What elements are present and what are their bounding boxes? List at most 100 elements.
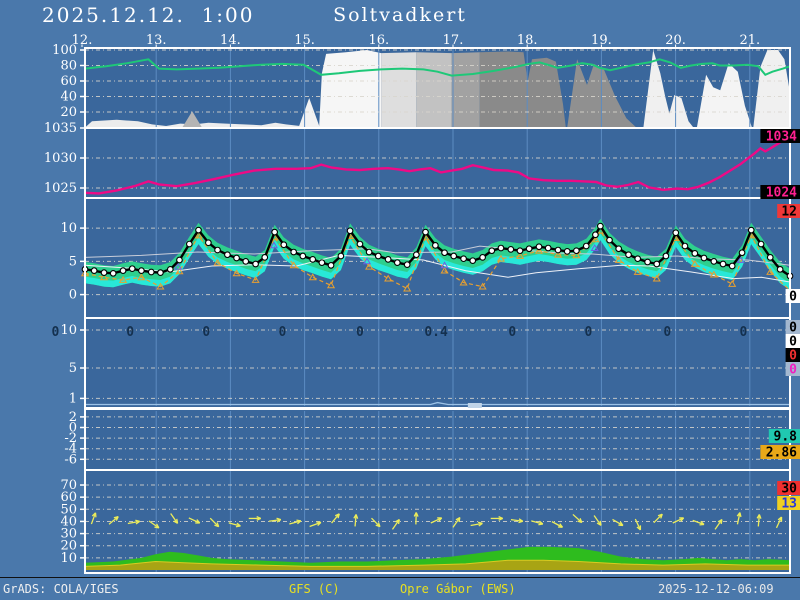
daily-precip-total: 0 — [740, 325, 748, 340]
wind-arrow — [692, 519, 705, 526]
dewpoint-marker — [459, 278, 468, 286]
y-axis-label: 20 — [60, 539, 77, 554]
station-title: Soltvadkert — [333, 4, 467, 26]
edge-label-bg — [777, 204, 800, 218]
wind-arrow-head — [296, 519, 301, 522]
wind-arrow — [228, 522, 241, 527]
wind-arrow-head — [113, 515, 119, 519]
wind-arrow — [108, 516, 119, 525]
wind-arrow — [209, 517, 220, 528]
right-border — [789, 48, 791, 573]
temperature-marker — [252, 260, 259, 268]
temperature-marker — [224, 251, 231, 259]
wind-arrow — [188, 517, 200, 524]
temperature-marker — [672, 229, 680, 237]
wind-arrow — [170, 513, 179, 524]
y-axis-label: 70 — [60, 478, 77, 493]
temperature-marker — [479, 254, 486, 261]
y-axis-label: -2 — [64, 431, 77, 446]
grads-credit: GrADS: COLA/IGES — [3, 582, 119, 596]
wind-arrow-head — [135, 519, 140, 523]
wind-arrow-head — [777, 516, 782, 521]
ensemble-marker — [269, 241, 279, 249]
wind-arrow-head — [455, 516, 461, 521]
edge-label-bg — [785, 320, 800, 334]
wind-arrow-head — [413, 512, 417, 517]
dewpoint-marker — [156, 282, 165, 290]
edge-label-bg — [760, 445, 800, 459]
temperature-marker — [582, 242, 590, 250]
wind-arrow-head — [518, 518, 524, 522]
temperature-marker — [747, 226, 755, 234]
temperature-marker — [346, 227, 354, 235]
edge-label: 0 — [789, 363, 797, 378]
temperature-marker — [497, 244, 505, 252]
wind-arrow-head — [377, 522, 381, 527]
wind-arrow-head — [353, 514, 357, 519]
temperature-marker — [700, 254, 708, 262]
dewpoint-marker — [232, 269, 241, 277]
wind-arrow-head — [657, 513, 663, 517]
wind-arrow — [391, 519, 400, 530]
edge-label: 0 — [789, 321, 797, 336]
daily-precip-total: 0 — [126, 325, 134, 340]
dewpoint-marker — [515, 252, 525, 259]
edge-label: 30 — [781, 482, 797, 497]
cloud-area — [298, 98, 320, 128]
wind-arrow — [593, 515, 602, 526]
edge-label: 0 — [789, 335, 797, 350]
edge-label: 1034 — [766, 130, 797, 145]
y-axis-label: 5 — [69, 254, 77, 269]
wind-arrow-head — [717, 518, 723, 523]
edge-label: 12 — [781, 205, 797, 220]
date-label: 21. — [739, 33, 760, 48]
temperature-marker — [413, 251, 420, 259]
temperature-line — [84, 223, 791, 277]
dewpoint-marker — [572, 251, 581, 259]
y-axis-label: 1035 — [44, 121, 77, 136]
edge-label: 9.8 — [774, 430, 798, 445]
pressure-line — [84, 135, 791, 195]
cloud-area — [643, 50, 694, 128]
temperature-marker — [318, 259, 326, 267]
wind-arrow — [309, 521, 322, 528]
dewpoint-marker — [614, 256, 623, 263]
wind-arrow — [551, 521, 563, 528]
y-axis-label: 10 — [60, 551, 77, 566]
edge-label-bg — [785, 362, 800, 376]
dewpoint-marker — [478, 282, 487, 290]
temperature-marker — [100, 269, 108, 277]
dewpoint-marker — [251, 275, 260, 283]
panel-border — [84, 469, 791, 471]
temperature-marker — [166, 265, 174, 273]
date-label: 20. — [665, 33, 686, 48]
wind-arrow — [148, 520, 160, 529]
y-axis-label: 40 — [60, 514, 77, 529]
y-axis-label: 30 — [60, 527, 77, 542]
y-axis-label: 0 — [69, 288, 77, 303]
edge-label: 0 — [789, 290, 797, 305]
ensemble-marker — [362, 257, 372, 265]
wind-arrow — [634, 518, 641, 531]
temperature-marker — [356, 240, 364, 248]
temperature-marker — [384, 256, 392, 263]
dewpoint-marker — [534, 246, 544, 254]
dewpoint-marker — [365, 262, 374, 270]
dewpoint-marker — [194, 231, 203, 239]
wind-arrow — [371, 517, 381, 528]
ensemble-marker — [440, 261, 449, 269]
temperature-marker — [138, 267, 145, 275]
temperature-marker — [403, 261, 411, 269]
y-axis-label: 1030 — [44, 151, 77, 166]
temperature-marker — [469, 257, 477, 265]
wind-arrow — [612, 518, 624, 527]
temperature-marker — [516, 247, 524, 255]
date-label: 15. — [294, 33, 315, 48]
edge-label: 0 — [789, 349, 797, 364]
edge-label-bg — [785, 289, 800, 303]
temperature-marker — [242, 258, 250, 265]
temperature-marker — [776, 265, 784, 273]
temperature-marker — [615, 245, 623, 253]
